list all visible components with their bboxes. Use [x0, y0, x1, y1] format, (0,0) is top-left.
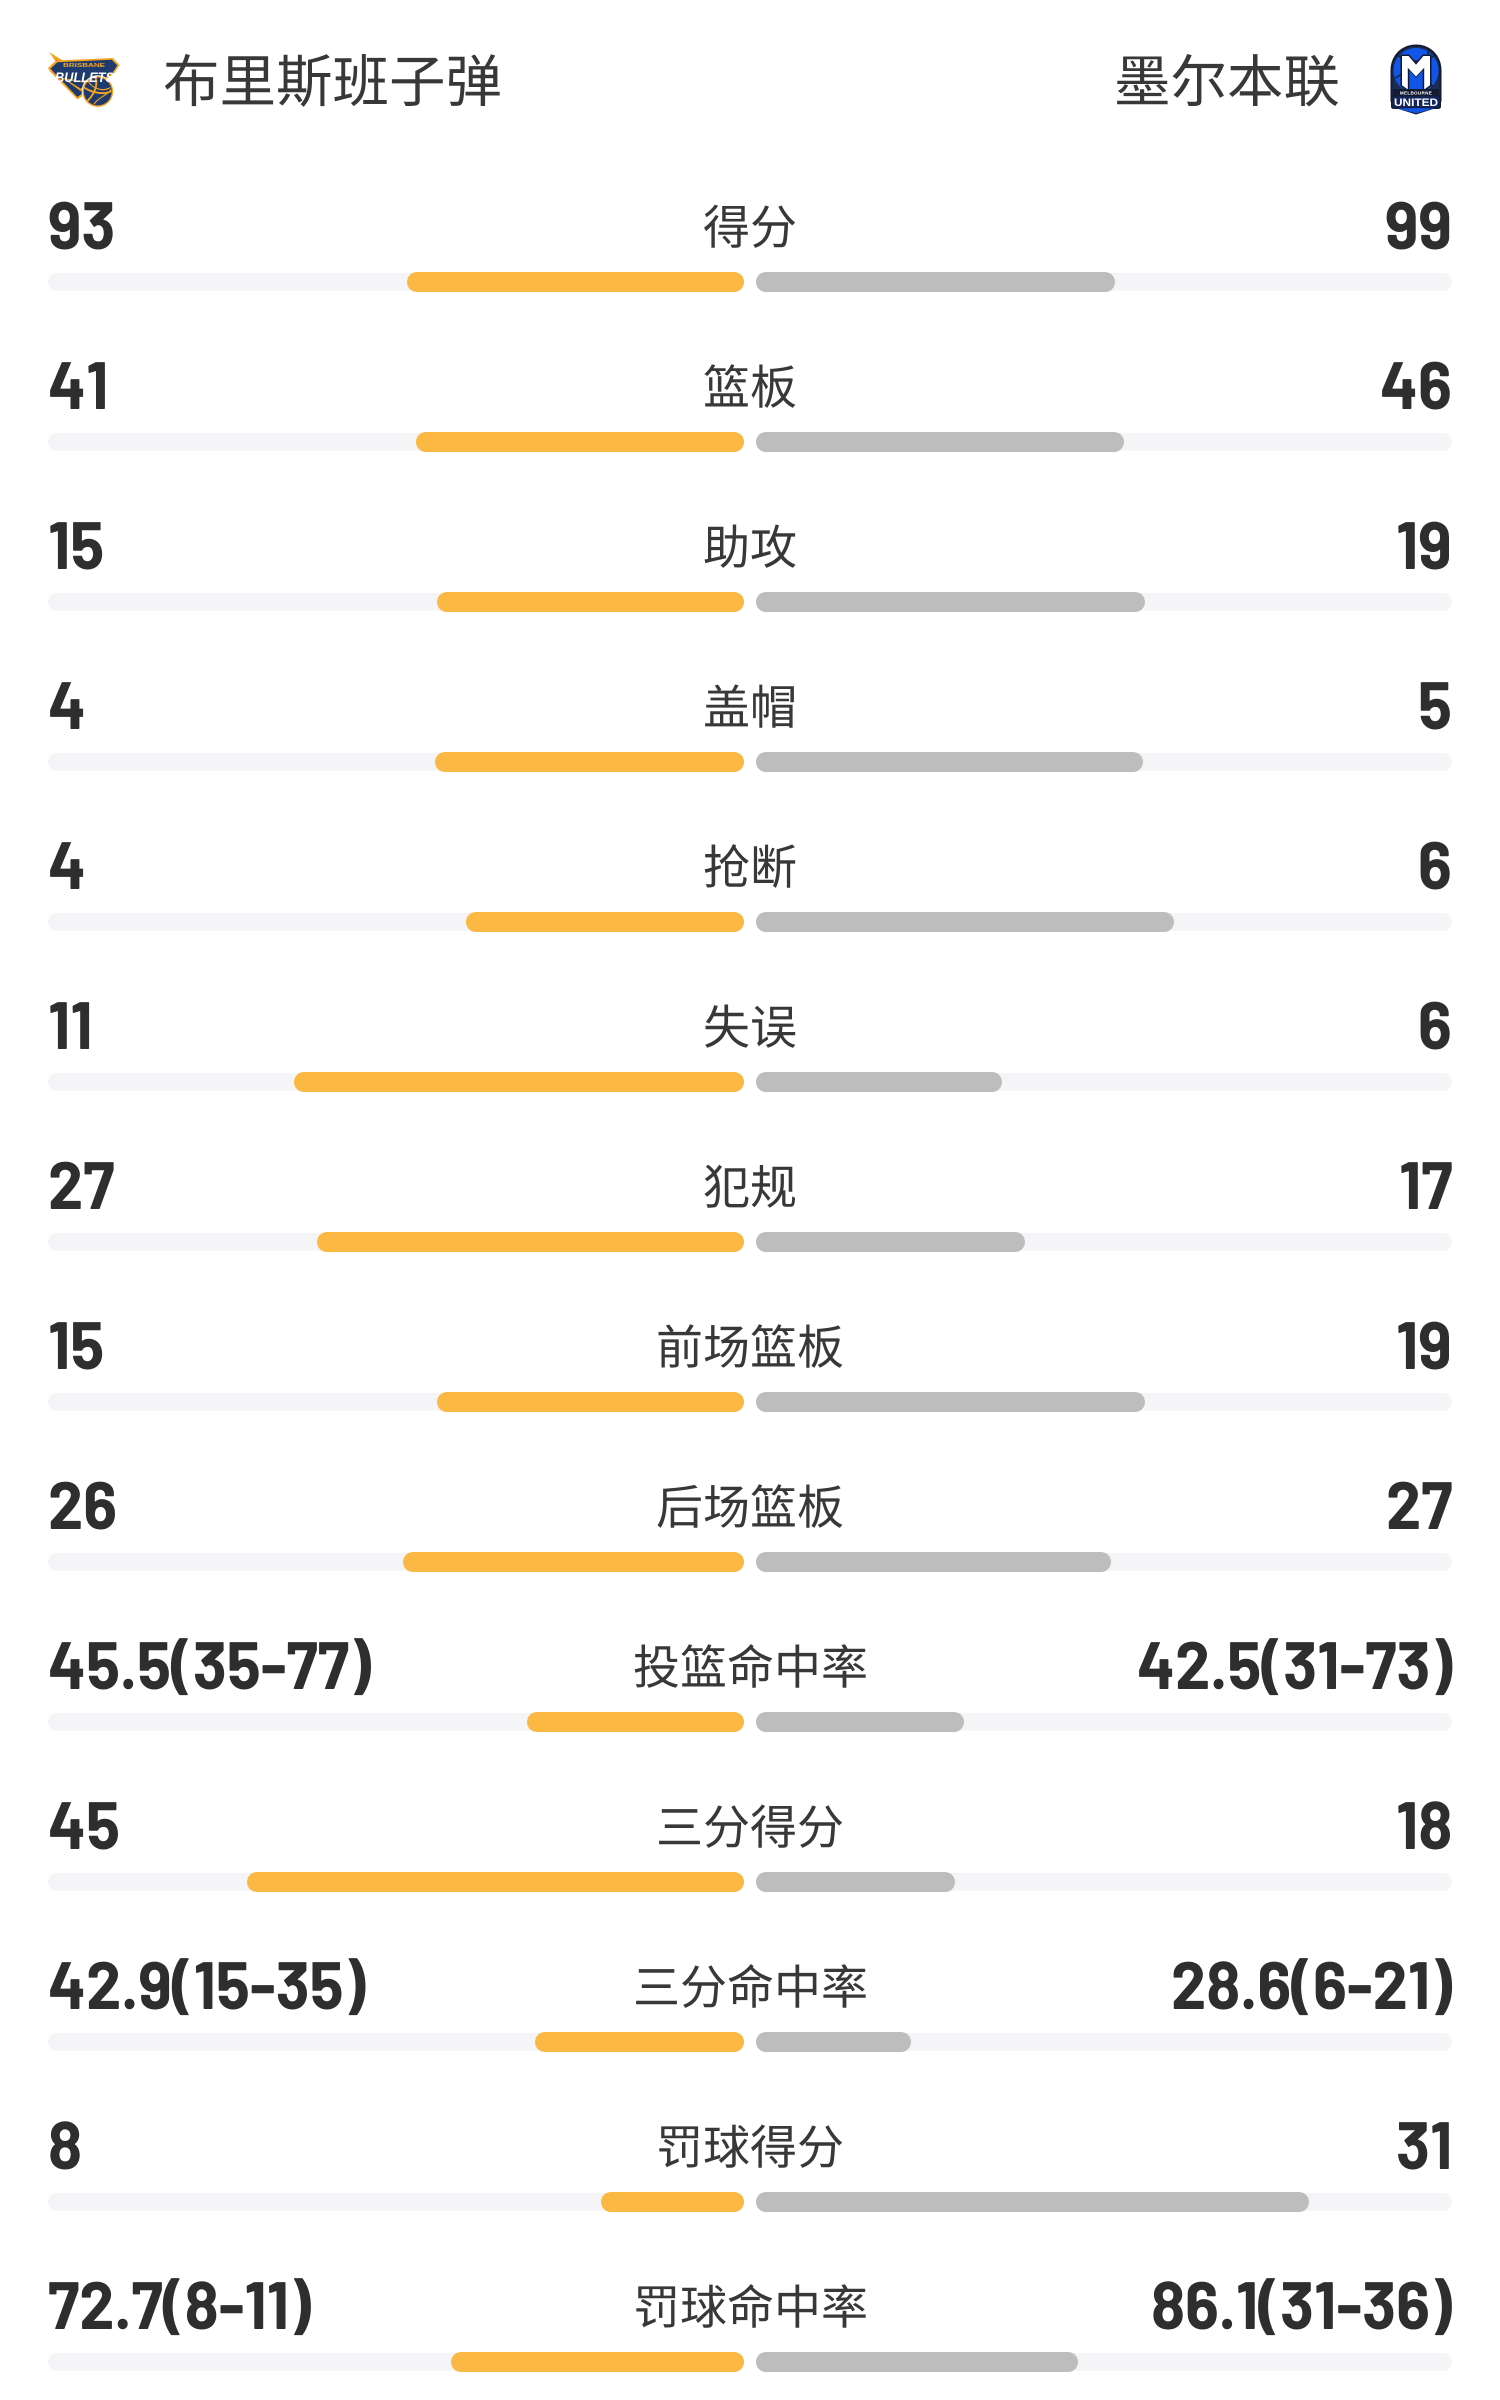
svg-text:MELBOURNE: MELBOURNE [1400, 91, 1432, 96]
svg-text:BULLETS: BULLETS [55, 70, 114, 85]
svg-text:UNITED: UNITED [1394, 97, 1438, 109]
svg-text:BRISBANE: BRISBANE [63, 63, 106, 69]
